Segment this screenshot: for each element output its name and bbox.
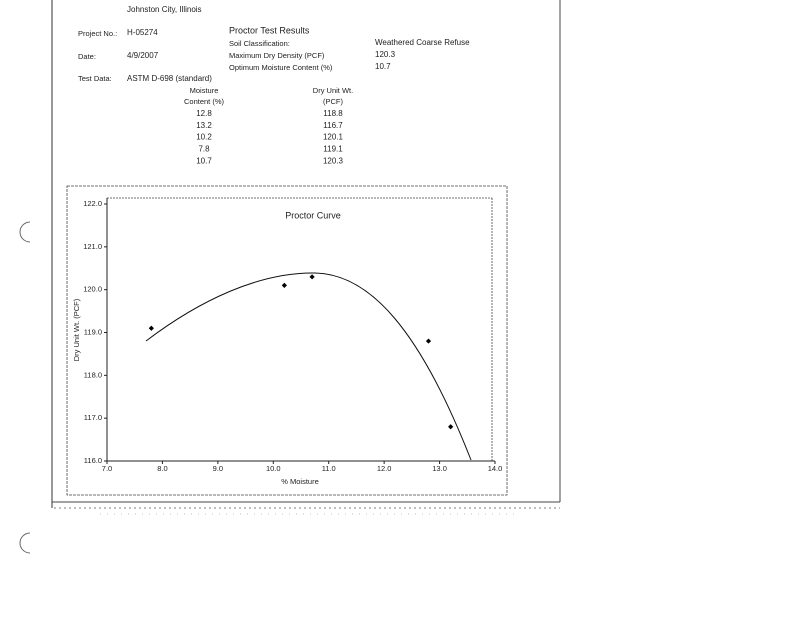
x-tick-label: 8.0 [157, 464, 167, 473]
value: 4/9/2007 [127, 51, 159, 60]
binder-hole [19, 221, 31, 243]
x-tick-label: 12.0 [377, 464, 392, 473]
x-tick-label: 10.0 [266, 464, 281, 473]
chart-title: Proctor Curve [285, 210, 341, 220]
table-cell: 13.2 [196, 121, 212, 130]
y-tick-label: 119.0 [84, 327, 102, 336]
y-tick-label: 117.0 [84, 413, 102, 422]
data-point [281, 282, 287, 288]
fit-curve [145, 272, 472, 461]
results-title: Proctor Test Results [229, 25, 310, 35]
table-cell: 118.8 [323, 109, 343, 118]
chart-frame [66, 185, 508, 496]
x-tick-label: 9.0 [213, 464, 223, 473]
column-header: Content (%) [184, 97, 225, 106]
table-cell: 7.8 [198, 145, 210, 154]
y-tick-label: 121.0 [83, 242, 102, 251]
label: Test Data: [78, 74, 112, 83]
table-cell: 119.1 [323, 145, 343, 154]
y-tick-label: 118.0 [84, 370, 102, 379]
result-value: 120.3 [375, 50, 396, 59]
table-cell: 12.8 [196, 109, 212, 118]
plot: 7.0 8.0 9.0 10.0 11.0 12.0 13.0 14.0 116.0 117.0 1… [83, 199, 502, 473]
y-tick-label: 116.0 [84, 456, 102, 465]
label: Project No.: [78, 29, 117, 38]
table-cell: 10.2 [196, 133, 212, 142]
binder-hole [19, 532, 31, 554]
table-cell: 10.7 [196, 156, 212, 165]
column-header: Moisture [190, 86, 219, 95]
y-tick-label: 120.0 [83, 285, 102, 294]
table-cell: 120.1 [323, 133, 344, 142]
y-tick-label: 122.0 [83, 199, 102, 208]
table-cell: 116.7 [323, 121, 343, 130]
x-tick-label: 13.0 [432, 464, 447, 473]
label: Date: [78, 52, 96, 61]
data-point [148, 325, 154, 331]
value: H-05274 [127, 28, 158, 37]
result-label: Optimum Moisture Content (%) [229, 63, 333, 72]
x-tick-label: 11.0 [322, 464, 336, 473]
data-point [309, 274, 315, 280]
value: ASTM D-698 (standard) [127, 74, 212, 83]
location: Johnston City, Illinois [127, 5, 202, 14]
result-label: Soil Classification: [229, 39, 290, 48]
column-header: Dry Unit Wt. [313, 86, 353, 95]
y-axis-label: Dry Unit Wt. (PCF) [72, 298, 81, 361]
x-tick-label: 7.0 [102, 464, 112, 473]
x-axis-label: % Moisture [281, 477, 319, 486]
result-value: Weathered Coarse Refuse [375, 38, 470, 47]
result-label: Maximum Dry Density (PCF) [229, 51, 325, 60]
results: Soil Classification: Weathered Coarse Ref… [229, 38, 470, 72]
column-header: (PCF) [323, 97, 343, 106]
data-point [448, 424, 454, 430]
table-cell: 120.3 [323, 156, 344, 165]
data-point [425, 338, 432, 344]
data-table: Moisture Content (%) Dry Unit Wt. (PCF) 12.8… [184, 86, 353, 165]
x-tick-label: 14.0 [488, 464, 503, 473]
result-value: 10.7 [375, 62, 391, 71]
